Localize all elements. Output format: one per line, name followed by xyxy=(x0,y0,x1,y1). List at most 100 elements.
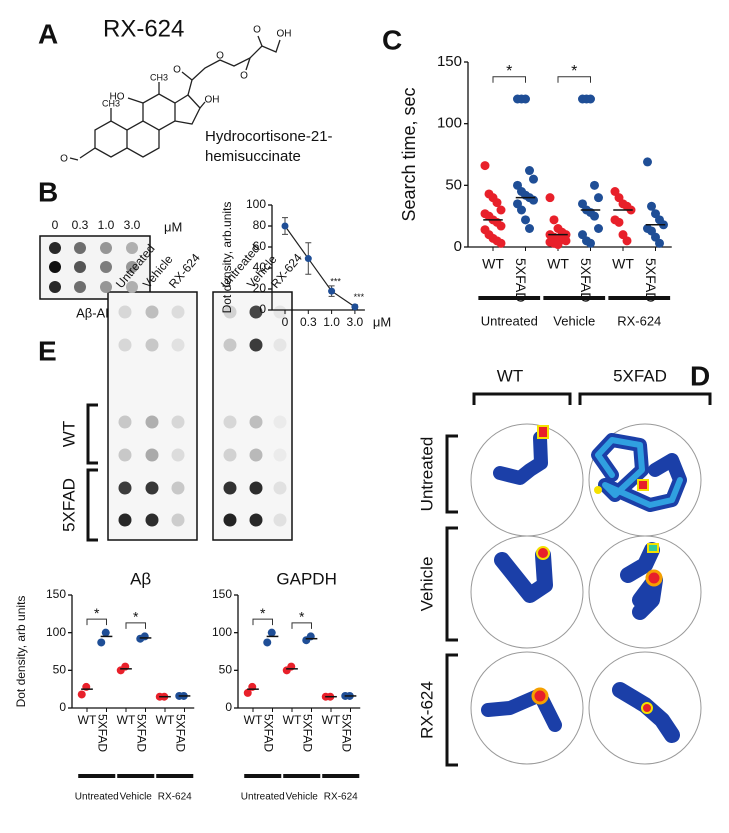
y-tick-label: 100 xyxy=(46,625,66,639)
x-tick-label: WT xyxy=(482,256,504,272)
blot-dot xyxy=(126,261,138,273)
point-label: *** xyxy=(330,276,341,286)
panel-letter: E xyxy=(38,335,57,366)
blot-dot xyxy=(171,481,185,495)
chart-title: Aβ xyxy=(130,569,151,588)
x-tick-label: WT xyxy=(78,713,97,727)
x-tick-label: WT xyxy=(612,256,634,272)
panel-letter: D xyxy=(690,360,710,391)
group-label: RX-624 xyxy=(617,313,661,328)
blot-dot xyxy=(223,513,237,527)
y-tick-label: 100 xyxy=(246,197,266,211)
significance-bracket xyxy=(291,622,312,629)
blot-column-label: 3.0 xyxy=(124,218,141,232)
y-tick-label: 50 xyxy=(445,176,462,193)
x-tick-label: 5XFAD xyxy=(340,714,354,752)
y-tick-label: 50 xyxy=(219,663,233,677)
y-tick-label: 20 xyxy=(253,281,267,295)
data-point xyxy=(263,638,272,647)
significance-bracket xyxy=(492,76,526,83)
data-point xyxy=(140,632,149,641)
atom: OH xyxy=(205,95,220,106)
blot-dot xyxy=(249,513,263,527)
brackets xyxy=(445,392,712,767)
row-label: RX-624 xyxy=(417,681,436,739)
blot-dot xyxy=(171,415,185,429)
compound-name: hemisuccinate xyxy=(205,148,301,165)
column-label: WT xyxy=(497,366,523,385)
y-tick-label: 0 xyxy=(259,302,266,316)
group-label: RX-624 xyxy=(324,792,358,803)
blot-label: Aβ-AB xyxy=(76,305,114,320)
compound-code: RX-624 xyxy=(103,15,184,42)
y-tick-label: 150 xyxy=(437,53,462,70)
atom: O xyxy=(173,65,181,76)
group-label: Vehicle xyxy=(553,313,595,328)
data-line xyxy=(284,225,356,308)
data-point xyxy=(492,198,502,208)
x-tick-label: 5XFAD xyxy=(643,258,659,302)
atom: CH3 xyxy=(150,72,168,82)
data-point xyxy=(590,180,599,190)
y-axis-label: Dot density, arb.units xyxy=(220,202,234,314)
significance-label: * xyxy=(506,63,512,80)
x-tick-label: 0 xyxy=(282,315,289,329)
blot-dot xyxy=(145,481,159,495)
x-tick-label: 5XFAD xyxy=(174,714,188,752)
data-point xyxy=(586,94,595,104)
blot-dot xyxy=(223,481,237,495)
significance-label: * xyxy=(133,609,139,625)
blot-dot xyxy=(118,415,132,429)
blot-dot xyxy=(249,415,263,429)
significance-label: * xyxy=(571,63,577,80)
data-point xyxy=(586,238,595,248)
data-point xyxy=(525,166,534,176)
blot-dot xyxy=(118,448,132,462)
y-tick-label: 50 xyxy=(53,663,67,677)
significance-label: * xyxy=(94,605,100,621)
blot-dot xyxy=(249,338,263,352)
blot-column-label: 0 xyxy=(52,218,59,232)
blot-dot xyxy=(171,448,185,462)
group-label: Untreated xyxy=(241,792,285,803)
data-point xyxy=(496,205,506,215)
heatmaps xyxy=(470,423,702,765)
x-tick-label: 5XFAD xyxy=(513,258,529,302)
data-point xyxy=(594,193,603,203)
y-tick-label: 40 xyxy=(253,260,267,274)
blot-dot xyxy=(118,481,132,495)
y-tick-label: 150 xyxy=(46,587,66,601)
x-tick-label: 5XFAD xyxy=(578,258,594,302)
data-point xyxy=(549,215,559,225)
blot-dot xyxy=(74,261,86,273)
x-tick-label: 5XFAD xyxy=(262,714,276,752)
data-point xyxy=(517,205,526,215)
blot-dot xyxy=(273,448,287,462)
y-tick-label: 150 xyxy=(212,587,232,601)
y-tick-label: 60 xyxy=(253,239,267,253)
data-point xyxy=(496,238,506,248)
data-point xyxy=(525,224,534,233)
blot-dot xyxy=(100,261,112,273)
blot-column-label: RX-624 xyxy=(166,251,203,291)
group-label: Untreated xyxy=(75,792,119,803)
y-axis-label: Search time, sec xyxy=(399,87,419,221)
brackets xyxy=(86,403,98,542)
blot-dot xyxy=(100,242,112,254)
blot-dot xyxy=(273,415,287,429)
column-label: 5XFAD xyxy=(613,366,667,385)
blot-dot xyxy=(145,338,159,352)
x-tick-label: WT xyxy=(244,713,263,727)
y-tick-label: 0 xyxy=(59,700,66,714)
blot-unit: μM xyxy=(164,219,182,234)
data-point xyxy=(101,628,110,637)
blot-dot xyxy=(145,305,159,319)
blot-dot xyxy=(126,281,138,293)
x-tick-label: 0.3 xyxy=(300,315,317,329)
blot-dot xyxy=(273,513,287,527)
data-point xyxy=(614,217,624,227)
atom: O xyxy=(216,51,224,62)
blot-dot xyxy=(74,281,86,293)
atom: CH3 xyxy=(102,98,120,108)
data-point xyxy=(643,157,652,167)
